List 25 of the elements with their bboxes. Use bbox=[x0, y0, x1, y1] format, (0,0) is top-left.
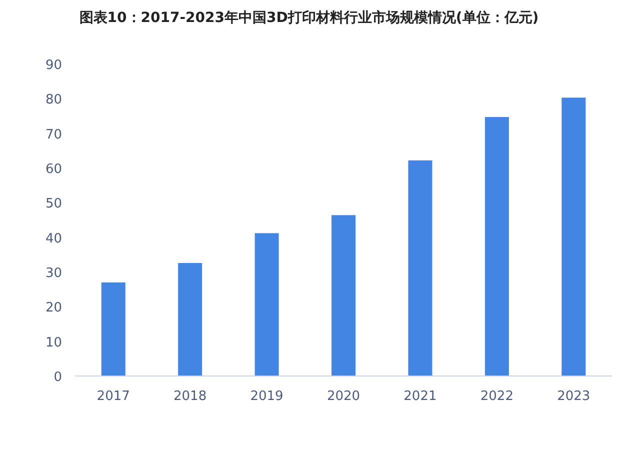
bar bbox=[254, 233, 279, 376]
y-tick-label: 80 bbox=[45, 92, 62, 108]
y-tick-label: 0 bbox=[54, 370, 62, 385]
bar bbox=[178, 262, 202, 376]
y-tick-label: 50 bbox=[45, 196, 62, 212]
y-tick-label: 60 bbox=[45, 162, 62, 177]
bar bbox=[484, 117, 509, 376]
x-tick-label: 2018 bbox=[174, 389, 207, 404]
bar bbox=[101, 282, 126, 376]
bar bbox=[562, 98, 586, 376]
x-tick-label: 2023 bbox=[557, 389, 590, 404]
y-tick-label: 30 bbox=[45, 266, 62, 281]
x-tick-label: 2022 bbox=[480, 389, 514, 404]
bar bbox=[408, 160, 432, 376]
y-tick-label: 20 bbox=[45, 300, 62, 316]
x-tick-label: 2020 bbox=[326, 389, 360, 404]
y-tick-label: 10 bbox=[45, 335, 62, 350]
y-tick-label: 70 bbox=[45, 127, 62, 142]
y-tick-label: 40 bbox=[45, 231, 62, 246]
x-tick-label: 2017 bbox=[96, 389, 130, 404]
chart-title: 图表10：2017-2023年中国3D打印材料行业市场规模情况(单位：亿元) bbox=[79, 9, 539, 26]
x-tick-label: 2019 bbox=[250, 389, 284, 404]
x-tick-label: 2021 bbox=[404, 389, 437, 404]
bar bbox=[332, 215, 356, 376]
y-tick-label: 90 bbox=[45, 58, 62, 73]
